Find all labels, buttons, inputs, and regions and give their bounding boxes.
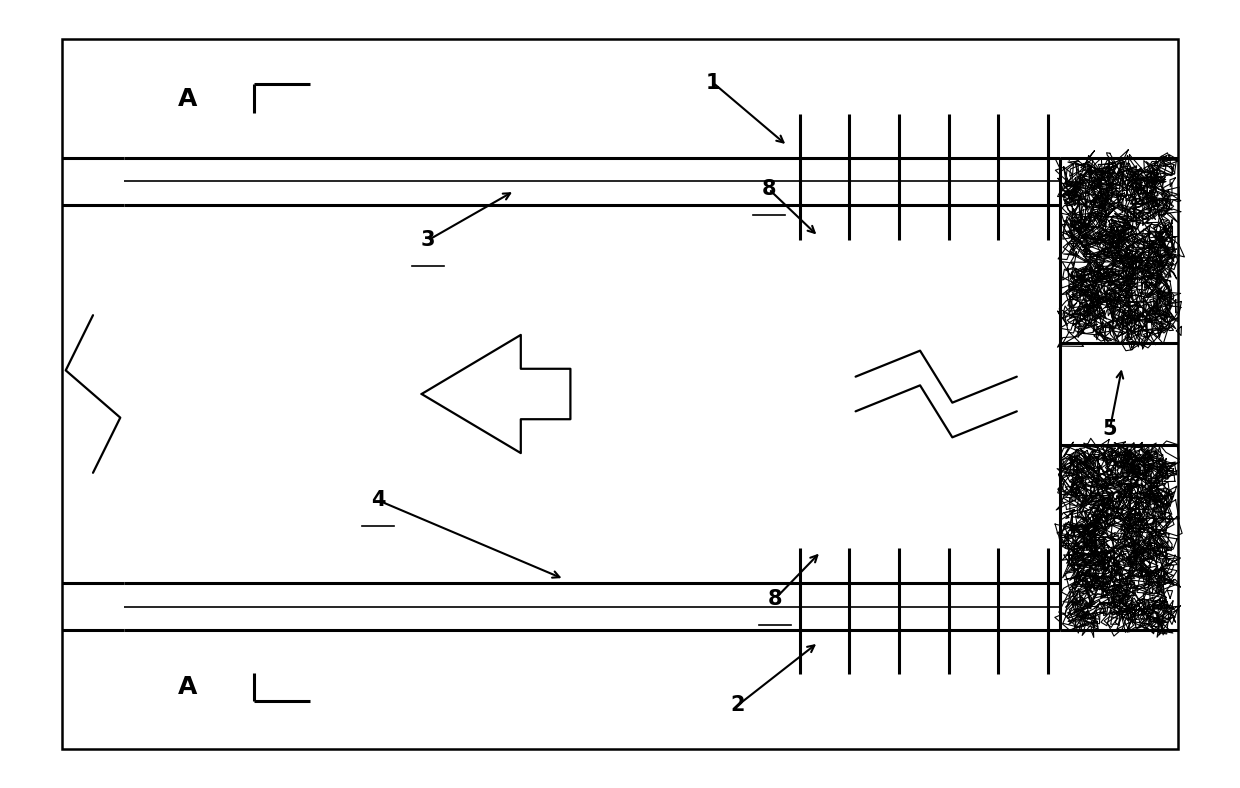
Bar (62, 39, 1178, 749)
Text: 2: 2 (730, 695, 745, 716)
Text: 8: 8 (761, 179, 776, 199)
Text: 6: 6 (1127, 459, 1142, 479)
Text: 8: 8 (768, 589, 782, 609)
Text: A: A (177, 675, 197, 699)
Text: A: A (177, 87, 197, 110)
Text: 3: 3 (420, 230, 435, 251)
Text: 4: 4 (371, 490, 386, 511)
Text: 5: 5 (1102, 419, 1117, 440)
Text: 1: 1 (706, 72, 720, 93)
